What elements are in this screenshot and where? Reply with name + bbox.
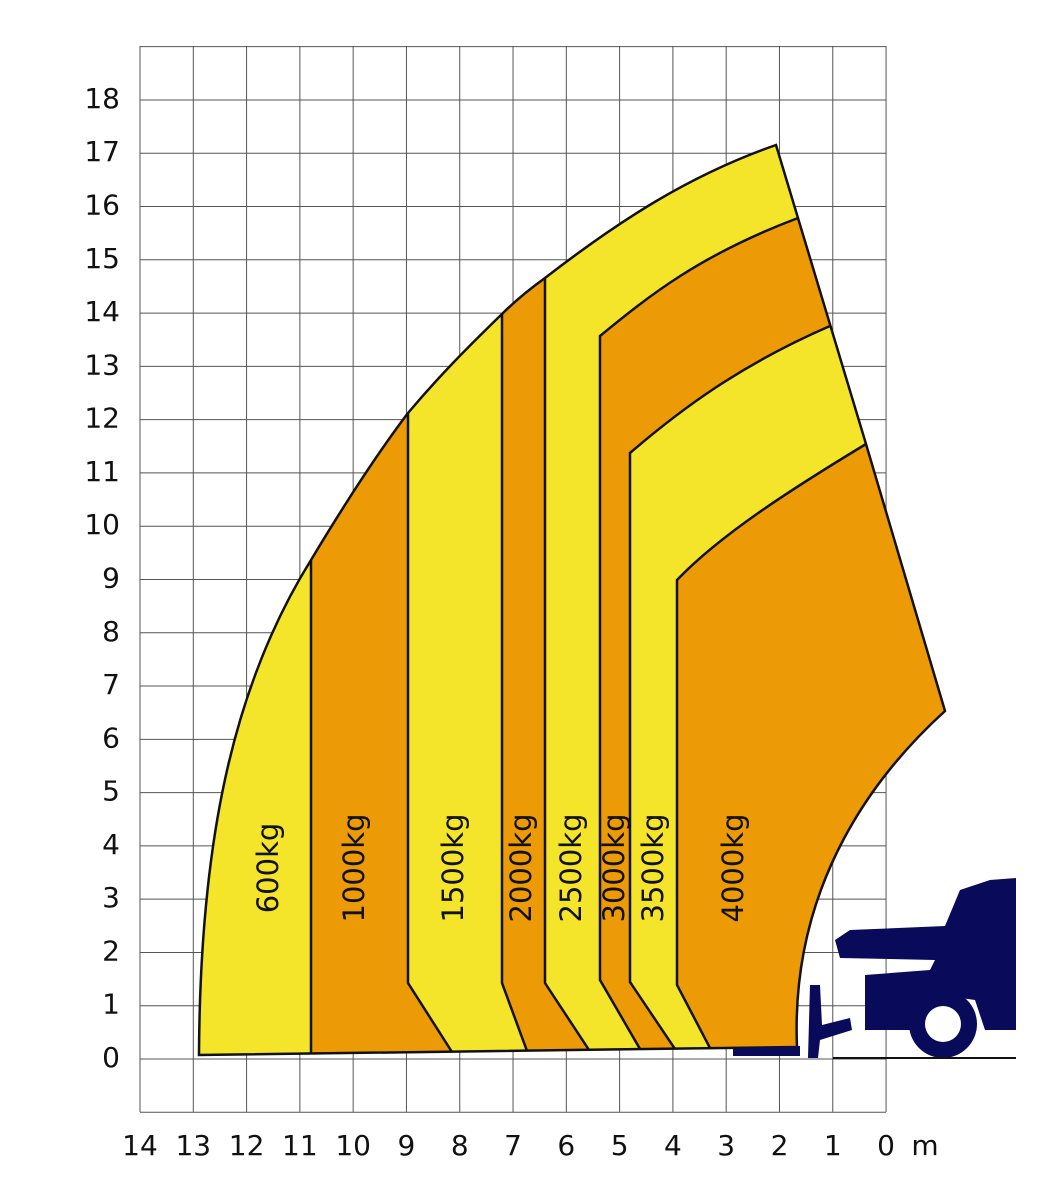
y-tick-label: 5 bbox=[102, 775, 120, 808]
zone-label: 3000kg bbox=[597, 813, 631, 922]
y-tick-label: 0 bbox=[102, 1041, 120, 1074]
envelope bbox=[197, 143, 947, 1057]
x-tick-label: 9 bbox=[398, 1129, 416, 1162]
y-tick-label: 13 bbox=[84, 348, 120, 381]
zone-label: 4000kg bbox=[716, 813, 750, 922]
x-tick-label: 14 bbox=[122, 1129, 158, 1162]
zone-label: 3500kg bbox=[636, 813, 670, 922]
body bbox=[835, 878, 1016, 1030]
x-tick-label: 11 bbox=[282, 1129, 318, 1162]
telehandler bbox=[733, 878, 1016, 1058]
zone-label: 1000kg bbox=[337, 813, 371, 922]
x-tick-label: 7 bbox=[504, 1129, 522, 1162]
y-tick-label: 11 bbox=[84, 455, 120, 488]
x-tick-label: 5 bbox=[611, 1129, 629, 1162]
y-tick-label: 12 bbox=[84, 402, 120, 435]
carriage bbox=[808, 985, 852, 1058]
zone-label: 600kg bbox=[251, 823, 285, 914]
y-tick-label: 9 bbox=[102, 561, 120, 594]
x-tick-label: 6 bbox=[557, 1129, 575, 1162]
zone-label: 2500kg bbox=[554, 813, 588, 922]
fork bbox=[733, 1046, 800, 1056]
y-tick-label: 17 bbox=[84, 135, 120, 168]
x-tick-label: 8 bbox=[451, 1129, 469, 1162]
y-tick-label: 1 bbox=[102, 988, 120, 1021]
wheel-hub bbox=[925, 1006, 961, 1042]
x-tick-label: 4 bbox=[664, 1129, 682, 1162]
y-tick-label: 7 bbox=[102, 668, 120, 701]
y-tick-label: 3 bbox=[102, 881, 120, 914]
zone-label: 2000kg bbox=[504, 813, 538, 922]
x-tick-label: 1 bbox=[824, 1129, 842, 1162]
x-tick-label: 13 bbox=[175, 1129, 211, 1162]
x-tick-label: 12 bbox=[229, 1129, 265, 1162]
y-tick-label: 6 bbox=[102, 721, 120, 754]
x-tick-label: 2 bbox=[771, 1129, 789, 1162]
y-tick-label: 18 bbox=[84, 82, 120, 115]
y-tick-label: 15 bbox=[84, 242, 120, 275]
y-tick-label: 4 bbox=[102, 828, 120, 861]
x-unit: m bbox=[911, 1129, 938, 1162]
y-tick-label: 16 bbox=[84, 189, 120, 222]
y-tick-label: 8 bbox=[102, 615, 120, 648]
x-tick-label: 10 bbox=[335, 1129, 371, 1162]
x-tick-label: 3 bbox=[717, 1129, 735, 1162]
y-tick-label: 14 bbox=[84, 295, 120, 328]
x-tick-label: 0 bbox=[877, 1129, 895, 1162]
zone-label: 1500kg bbox=[436, 813, 470, 922]
y-tick-label: 10 bbox=[84, 508, 120, 541]
y-tick-label: 2 bbox=[102, 934, 120, 967]
